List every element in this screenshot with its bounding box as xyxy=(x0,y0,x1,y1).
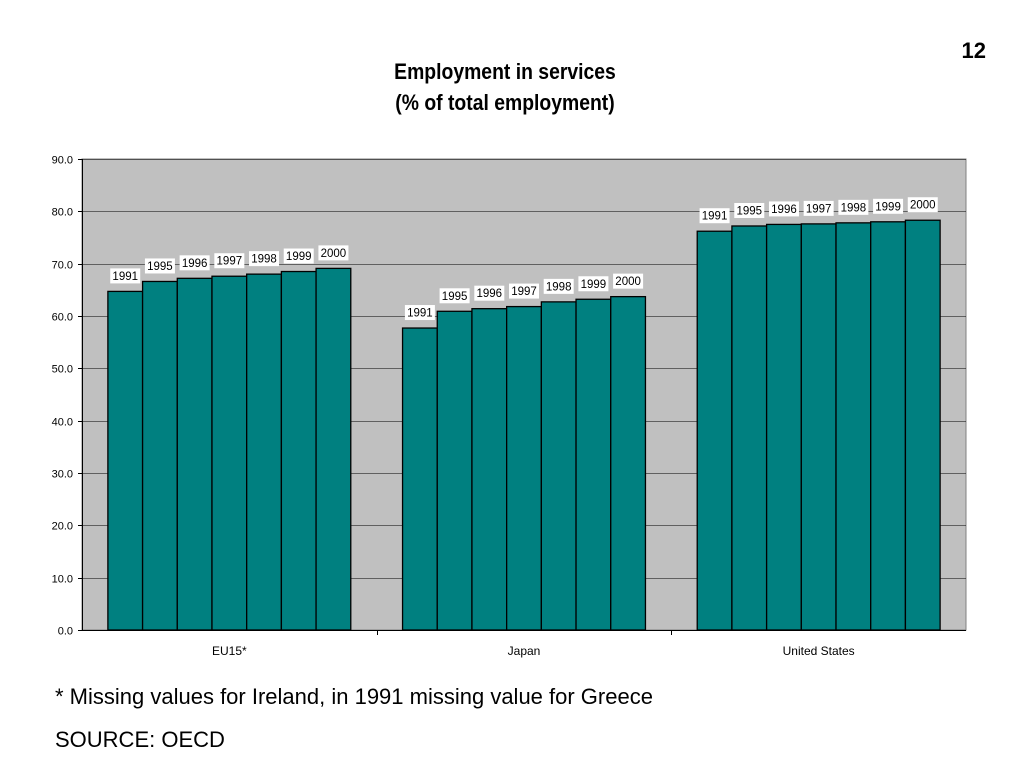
bar-eu15-1999 xyxy=(280,270,317,631)
data-label-box xyxy=(474,285,505,301)
data-label: 1996 xyxy=(182,258,208,270)
bar-chart: 0.0 10.0 20.0 30.0 40.0 50.0 60.0 70.0 80.0 90.0 1… xyxy=(52,155,967,658)
data-label: 1999 xyxy=(875,201,901,213)
bar-united-states-1995 xyxy=(731,225,768,631)
y-tick-label: 70.0 xyxy=(52,260,73,272)
data-label-box xyxy=(803,200,834,216)
y-tick-label: 30.0 xyxy=(52,469,73,481)
data-label-box xyxy=(249,251,280,267)
data-label: 1998 xyxy=(546,281,572,293)
data-label-box xyxy=(838,199,869,215)
bar-japan-1997 xyxy=(505,305,542,631)
data-label: 1995 xyxy=(147,261,173,273)
bar-united-states-1998 xyxy=(835,222,872,631)
bar-japan-1995 xyxy=(436,310,473,631)
data-label-box xyxy=(144,258,175,274)
data-label-box xyxy=(318,245,349,261)
y-tick-label: 50.0 xyxy=(52,364,73,376)
bar-eu15-2000 xyxy=(315,267,352,631)
bar-eu15-1998 xyxy=(246,273,283,631)
bar-eu15-1995 xyxy=(141,280,178,631)
bar-japan-1999 xyxy=(575,298,612,631)
bar-japan-1998 xyxy=(540,301,577,631)
data-label-box xyxy=(110,268,141,284)
data-label: 1997 xyxy=(217,256,243,268)
data-label-box xyxy=(509,283,539,299)
data-label-box xyxy=(907,197,938,213)
data-label: 1996 xyxy=(477,288,503,300)
data-label-box xyxy=(734,202,765,218)
y-tick-label: 80.0 xyxy=(52,207,73,219)
data-label-box xyxy=(179,255,210,271)
bar-united-states-2000 xyxy=(904,219,941,631)
data-label-box xyxy=(699,208,730,224)
data-label: 1991 xyxy=(702,211,728,223)
data-label-box xyxy=(404,305,435,321)
bar-united-states-1997 xyxy=(800,223,837,631)
data-label-box xyxy=(439,288,470,304)
chart-title: Employment in services xyxy=(394,59,616,84)
data-label: 1996 xyxy=(771,204,797,216)
bar-japan-2000 xyxy=(610,295,647,631)
y-tick-label: 20.0 xyxy=(52,521,73,533)
y-tick-label: 40.0 xyxy=(52,417,73,429)
footnote: * Missing values for Ireland, in 1991 mi… xyxy=(55,684,653,709)
data-label: 1999 xyxy=(286,251,312,263)
bar-eu15-1997 xyxy=(211,275,248,631)
data-label: 1997 xyxy=(511,286,537,298)
data-label: 1995 xyxy=(442,291,468,303)
data-label-box xyxy=(768,201,799,217)
data-label: 2000 xyxy=(615,276,641,288)
data-label-box xyxy=(214,253,245,269)
data-label-box xyxy=(578,276,609,292)
data-label: 1991 xyxy=(112,271,138,283)
data-label: 1998 xyxy=(841,202,867,214)
chart-subtitle: (% of total employment) xyxy=(395,90,615,115)
bar-united-states-1996 xyxy=(765,223,802,631)
data-label: 1998 xyxy=(251,254,277,266)
category-label-eu15: EU15* xyxy=(212,644,247,658)
bar-japan-1991 xyxy=(401,327,438,631)
source-note: SOURCE: OECD xyxy=(55,727,225,752)
data-label: 1991 xyxy=(407,308,433,320)
data-label: 1999 xyxy=(581,279,607,291)
data-label-box xyxy=(283,248,314,264)
bar-eu15-1996 xyxy=(176,277,213,631)
data-label: 2000 xyxy=(321,248,347,260)
y-tick-label: 90.0 xyxy=(52,155,73,167)
data-label-box xyxy=(543,278,574,294)
category-label-japan: Japan xyxy=(508,644,541,658)
category-label-united-states: United States xyxy=(783,644,855,658)
data-label: 1997 xyxy=(806,203,832,215)
data-label-box xyxy=(613,273,644,289)
data-label: 2000 xyxy=(910,200,936,212)
y-tick-label: 0.0 xyxy=(58,626,73,638)
y-tick-label: 10.0 xyxy=(52,574,73,586)
data-label-box xyxy=(873,198,904,214)
bar-japan-1996 xyxy=(471,308,508,631)
page-number: 12 xyxy=(961,38,986,63)
bar-united-states-1999 xyxy=(870,221,907,631)
data-label: 1995 xyxy=(736,205,762,217)
chart-title-block: Employment in services (% of total emplo… xyxy=(61,56,950,118)
bar-eu15-1991 xyxy=(107,290,144,631)
bar-united-states-1991 xyxy=(696,230,733,631)
y-tick-label: 60.0 xyxy=(52,312,73,324)
